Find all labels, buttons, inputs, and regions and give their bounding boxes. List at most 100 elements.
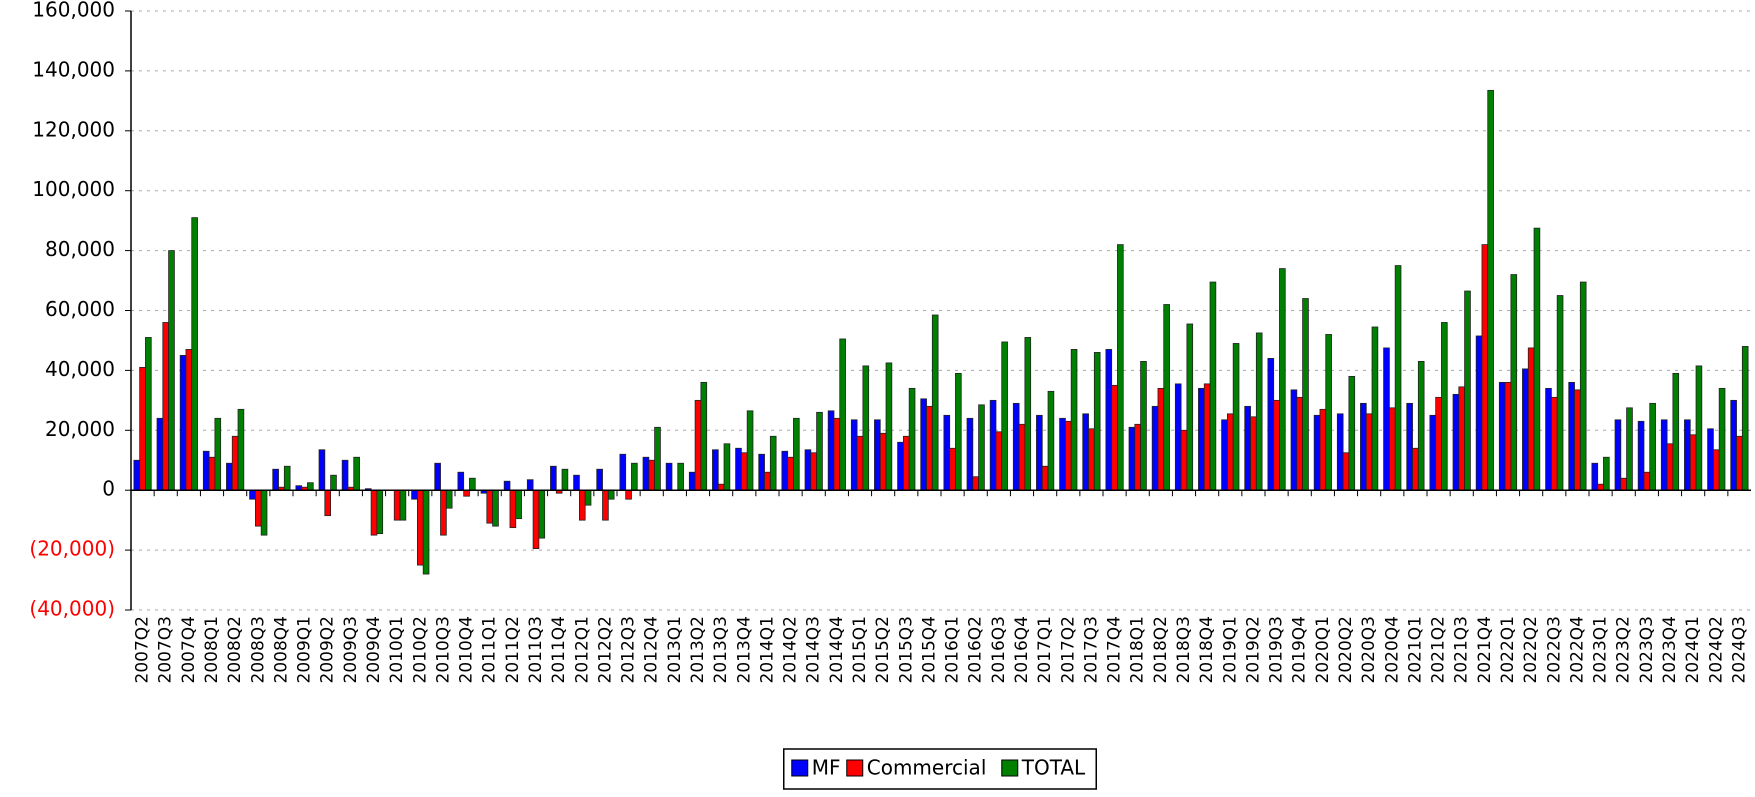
bar — [1198, 387, 1205, 491]
bar — [237, 408, 245, 491]
bar — [833, 417, 841, 491]
bar — [272, 468, 279, 491]
bar — [723, 443, 731, 491]
bar — [260, 489, 268, 536]
bar — [850, 419, 858, 491]
bar — [717, 483, 725, 491]
bar — [440, 489, 447, 536]
y-tick-label: 100,000 — [32, 177, 115, 201]
bar — [1660, 419, 1668, 491]
bar — [1736, 435, 1743, 491]
x-tick-label: 2016Q1 — [943, 616, 963, 683]
x-tick-label: 2013Q3 — [711, 616, 731, 683]
x-tick-label: 2016Q2 — [966, 616, 986, 683]
bar — [1273, 399, 1280, 491]
x-tick-label: 2018Q3 — [1174, 616, 1194, 683]
bar — [370, 489, 378, 536]
bar — [908, 387, 916, 491]
bar — [486, 489, 494, 524]
bar — [1018, 423, 1026, 491]
y-tick-label: 160,000 — [32, 0, 115, 22]
bar — [1383, 347, 1390, 491]
y-tick-label: 80,000 — [45, 237, 115, 261]
x-tick-label: 2013Q1 — [665, 616, 685, 683]
x-tick-label: 2012Q1 — [572, 616, 592, 683]
bar — [1001, 341, 1008, 491]
bar — [966, 417, 974, 491]
x-tick-label: 2010Q3 — [433, 616, 453, 683]
legend-label: Commercial — [867, 756, 987, 780]
bar — [602, 489, 609, 521]
bar — [550, 465, 557, 491]
bar — [1296, 396, 1304, 491]
bar — [1556, 295, 1564, 491]
bar — [1626, 407, 1633, 491]
bar — [1088, 428, 1095, 491]
bar — [1128, 426, 1136, 491]
bar — [1203, 383, 1211, 491]
bar — [1371, 326, 1379, 491]
bar — [642, 456, 650, 491]
bar — [492, 489, 499, 527]
bar — [1279, 268, 1286, 491]
x-tick-label: 2022Q4 — [1567, 616, 1587, 683]
x-tick-label: 2007Q3 — [156, 616, 176, 683]
legend: MF Commercial TOTAL — [783, 748, 1097, 790]
x-tick-label: 2023Q1 — [1591, 616, 1611, 683]
bar — [897, 441, 904, 491]
bar — [1319, 408, 1327, 491]
bar — [619, 453, 627, 491]
bar — [330, 474, 337, 491]
bar — [972, 476, 980, 491]
bar — [1649, 402, 1656, 491]
bar — [787, 456, 794, 491]
bar — [764, 471, 771, 491]
bar — [943, 414, 951, 491]
bar — [1342, 452, 1350, 491]
legend-swatch — [791, 759, 809, 777]
x-tick-label: 2011Q2 — [503, 616, 523, 683]
x-tick-label: 2023Q3 — [1637, 616, 1657, 683]
bar — [1504, 381, 1512, 491]
bar — [631, 462, 638, 491]
bar — [1464, 290, 1471, 491]
bar — [1614, 419, 1622, 491]
legend-label: TOTAL — [1021, 756, 1086, 780]
x-tick-label: 2023Q2 — [1614, 616, 1634, 683]
bar — [1047, 390, 1055, 491]
x-tick-label: 2008Q3 — [248, 616, 268, 683]
bar — [879, 432, 887, 491]
x-tick-label: 2014Q4 — [827, 616, 847, 683]
bar — [1568, 381, 1575, 491]
bar — [746, 410, 754, 491]
bar — [1244, 405, 1251, 491]
legend-swatch — [846, 759, 864, 777]
bar — [1712, 449, 1720, 491]
bar — [885, 362, 893, 491]
bar — [839, 338, 846, 491]
x-tick-label: 2020Q1 — [1313, 616, 1333, 683]
bar — [416, 489, 424, 566]
x-tick-label: 2021Q4 — [1475, 616, 1495, 683]
bar — [793, 417, 800, 491]
bar — [1597, 483, 1604, 491]
x-tick-label: 2009Q4 — [364, 616, 384, 683]
bar — [1475, 335, 1483, 491]
legend-box — [783, 748, 1097, 790]
bar — [1689, 434, 1697, 491]
bar — [1487, 89, 1494, 491]
bar — [816, 411, 823, 491]
bar — [584, 489, 592, 506]
bar — [1441, 322, 1448, 491]
x-tick-label: 2012Q3 — [619, 616, 639, 683]
bar — [856, 435, 864, 491]
y-tick-label: 20,000 — [45, 417, 115, 441]
x-tick-label: 2012Q2 — [595, 616, 615, 683]
y-tick-label: 0 — [102, 477, 115, 501]
bar — [1209, 281, 1217, 491]
bar — [399, 489, 407, 521]
bar — [185, 349, 193, 491]
bar — [1718, 387, 1726, 491]
bar — [249, 489, 256, 500]
